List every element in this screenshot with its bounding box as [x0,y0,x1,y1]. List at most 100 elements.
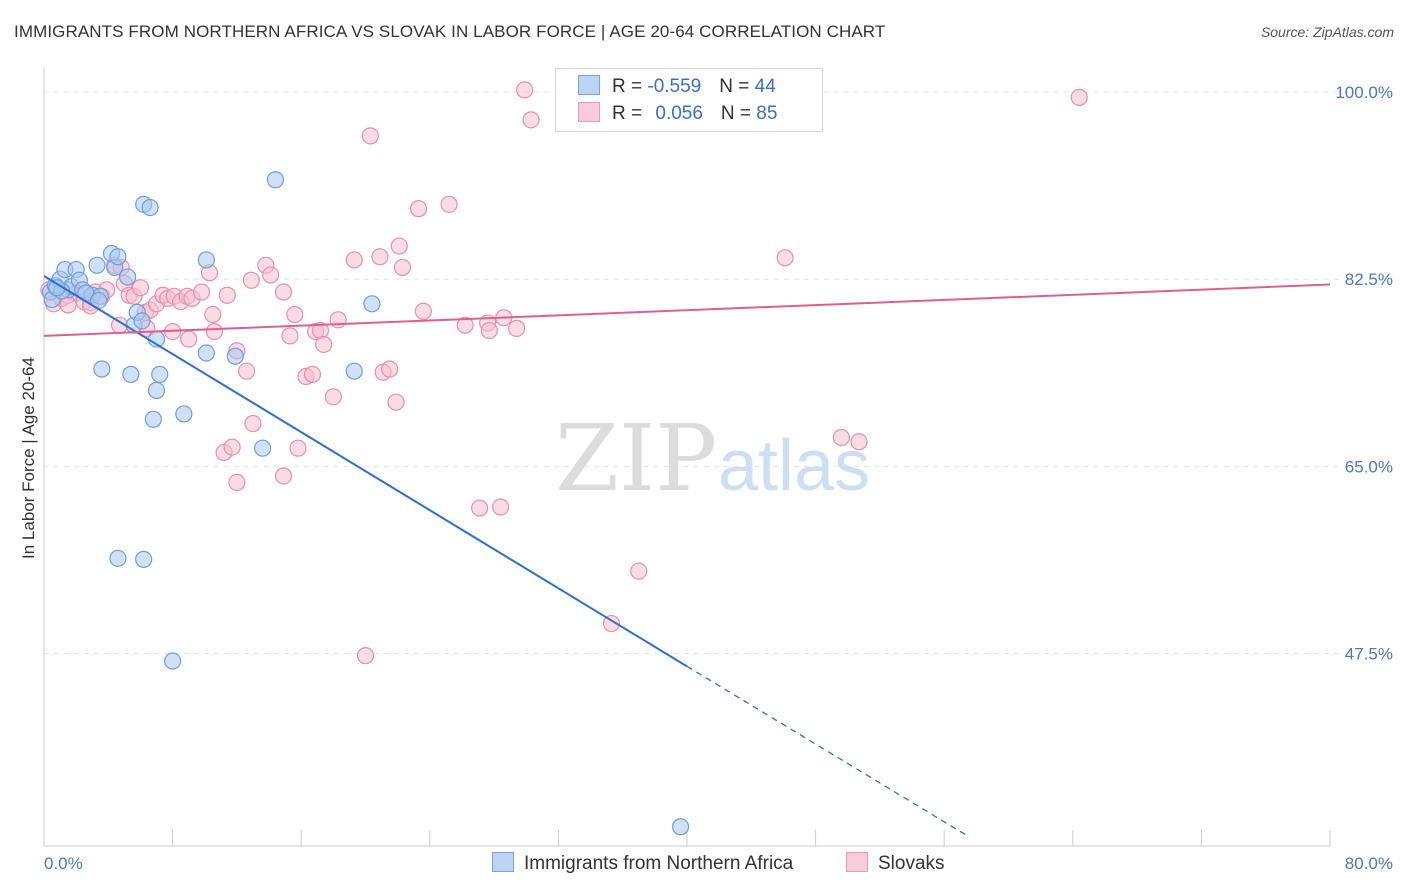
data-point [244,414,262,433]
data-point [197,344,215,362]
data-point [522,111,540,129]
legend-swatch-blue [578,75,600,95]
data-point [147,381,166,400]
data-point [508,319,526,337]
legend-swatch-pink [578,102,600,122]
data-point [122,365,140,383]
data-point [289,439,307,457]
data-point [118,268,137,286]
legend-n-label: N = [720,103,757,124]
legend-r-label: R = [612,103,648,124]
legend-row-slovaks: R = 0.056 N = 85 [578,102,777,126]
legend-row-immigrants: R = -0.559 N = 44 [578,75,776,99]
data-point [151,365,169,383]
series-slovaks [40,81,1088,665]
data-point [141,198,159,217]
data-point [242,271,260,289]
trend-line-immigrants [43,275,688,668]
data-point [516,81,534,99]
data-point [303,365,322,383]
trend-line-slovaks [43,283,1331,337]
data-point [630,562,648,580]
data-point [414,302,432,320]
data-point [135,550,153,568]
y-tick-label: 47.5% [1345,645,1393,664]
trend-lines [43,275,1331,837]
data-point [393,258,412,277]
data-point [356,647,375,665]
legend-swatch-blue [492,852,514,872]
data-point [109,549,127,567]
y-axis-label: In Labor Force | Age 20-64 [19,357,38,559]
data-point [228,473,246,491]
legend-n-label: N = [719,76,755,97]
legend-label-slovaks: Slovaks [878,853,945,874]
source-credit: Source: ZipAtlas.com [1260,24,1394,40]
data-point [254,439,272,457]
data-point [204,305,222,324]
x-tick-label: 0.0% [44,854,83,873]
legend-n-value: 85 [756,103,778,124]
data-point [1070,88,1088,106]
legend-n-value: 44 [754,76,776,97]
data-point [281,327,299,345]
data-point [218,286,236,304]
data-point [602,614,621,633]
data-point [776,249,794,267]
y-tick-label: 82.5% [1345,270,1393,289]
data-point [180,330,198,348]
data-point [491,498,510,516]
legend-r-value: 0.056 [655,103,703,124]
legend-label-immigrants: Immigrants from Northern Africa [524,853,794,874]
data-point [175,405,193,423]
data-point [315,335,333,354]
data-point [192,283,211,301]
y-tick-label: 100.0% [1335,83,1393,102]
data-point [363,295,381,313]
axes [43,68,1331,847]
data-point [93,360,111,378]
legend-r-label: R = [612,76,648,97]
data-point [456,316,474,334]
series-legend: Immigrants from Northern Africa Slovaks [0,852,1406,878]
data-point [671,818,690,836]
legend-swatch-pink [846,852,868,872]
watermark-zip: ZIP [555,405,717,512]
correlation-legend: R = -0.559 N = 44 R = 0.056 N = 85 [555,68,823,132]
data-point [226,347,244,365]
data-point [329,311,347,329]
data-point [144,410,162,428]
data-point [197,251,215,269]
data-point [390,237,408,255]
watermark: ZIP atlas [555,405,870,512]
data-point [850,433,868,451]
legend-item-slovaks: Slovaks [846,852,945,875]
tick-labels: 100.0% 82.5% 65.0% 47.5% 0.0% 80.0% [44,83,1393,873]
data-point [274,283,293,301]
legend-r-value: -0.559 [647,76,702,97]
data-point [131,279,150,297]
data-point [109,248,127,266]
chart-title: IMMIGRANTS FROM NORTHERN AFRICA VS SLOVA… [14,22,886,41]
data-point [345,362,363,380]
data-point [286,305,304,324]
y-tick-label: 65.0% [1345,457,1393,476]
data-point [262,266,280,284]
data-point [164,652,182,670]
data-point [205,322,223,341]
data-point [440,195,458,213]
data-point [387,393,405,411]
legend-item-immigrants: Immigrants from Northern Africa [492,852,793,875]
data-point [237,362,256,380]
data-point [324,388,342,406]
data-point [832,428,850,447]
data-point [223,438,241,456]
x-tick-label: 80.0% [1345,854,1393,873]
data-point [345,251,363,269]
data-point [133,312,151,330]
data-point [409,200,428,218]
data-point [274,467,293,485]
data-point [266,171,285,189]
gridlines [44,91,1340,654]
